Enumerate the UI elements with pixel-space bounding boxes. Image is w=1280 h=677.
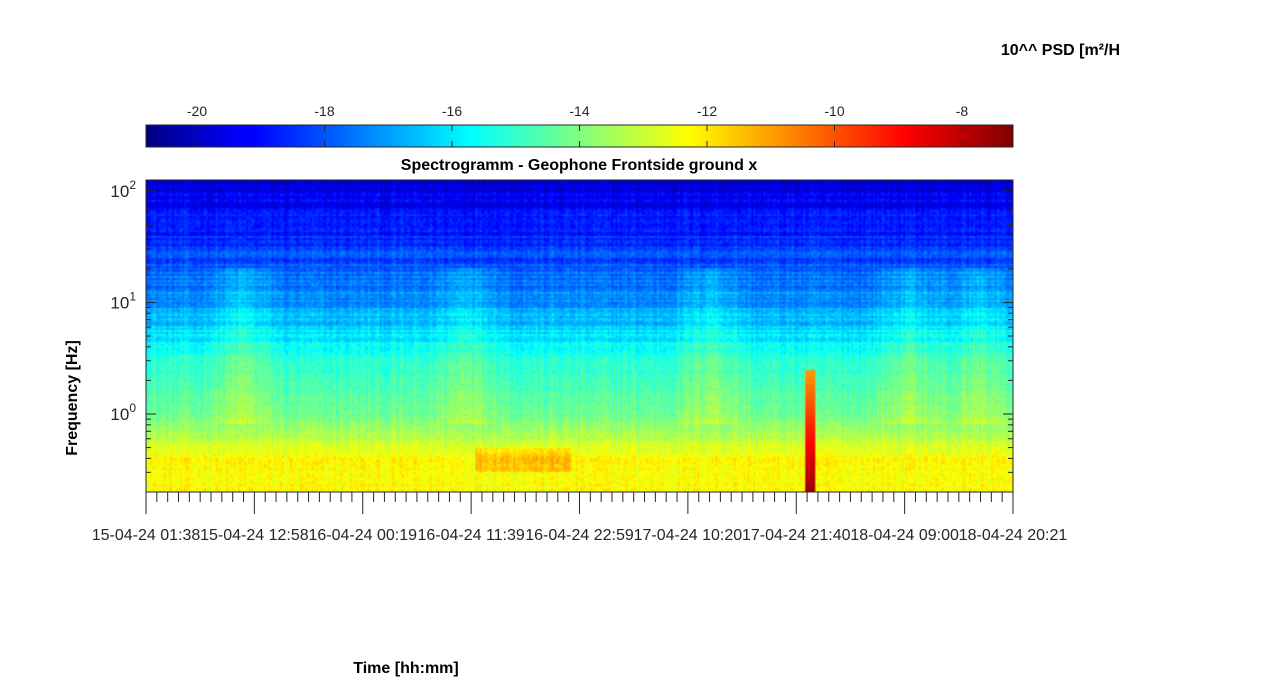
colorbar-tick-label: -12 [697,103,717,119]
x-axis-label: Time [hh:mm] [353,660,458,677]
colorbar-label: 10^^ PSD [m²/H [1001,42,1120,59]
x-tick-label: 18-04-24 09:00 [850,527,959,544]
x-tick-label: 17-04-24 10:20 [634,527,743,544]
x-tick-label: 15-04-24 01:38 [92,527,201,544]
colorbar-ticks: -20 -18 -16 -14 -12 -10 -8 [187,103,969,147]
x-tick-label: 16-04-24 00:19 [308,527,417,544]
x-tick-label: 18-04-24 20:21 [959,527,1068,544]
chart-title: Spectrogramm - Geophone Frontside ground… [401,157,758,174]
colorbar: -20 -18 -16 -14 -12 -10 -8 10^^ PSD [m²/H [145,42,1120,148]
y-axis-label: Frequency [Hz] [64,340,81,456]
x-tick-label: 16-04-24 22:59 [525,527,634,544]
spectrogram-heatmap [146,180,1013,492]
colorbar-tick-label: -10 [824,103,844,119]
colorbar-tick-label: -8 [956,103,969,119]
y-tick-label: 100 [110,401,136,424]
y-tick-label: 102 [110,178,136,201]
x-tick-label: 17-04-24 21:40 [742,527,851,544]
y-tick-label: 101 [110,289,136,312]
colorbar-tick-label: -20 [187,103,207,119]
x-tick-label: 15-04-24 12:58 [200,527,309,544]
colorbar-tick-label: -16 [442,103,462,119]
colorbar-tick-label: -18 [314,103,334,119]
colorbar-tick-label: -14 [569,103,589,119]
y-axis-ticks: 100 101 102 [110,178,1013,493]
x-axis-ticks: 15-04-24 01:38 15-04-24 12:58 16-04-24 00:… [92,492,1068,544]
x-tick-label: 16-04-24 11:39 [417,527,524,544]
